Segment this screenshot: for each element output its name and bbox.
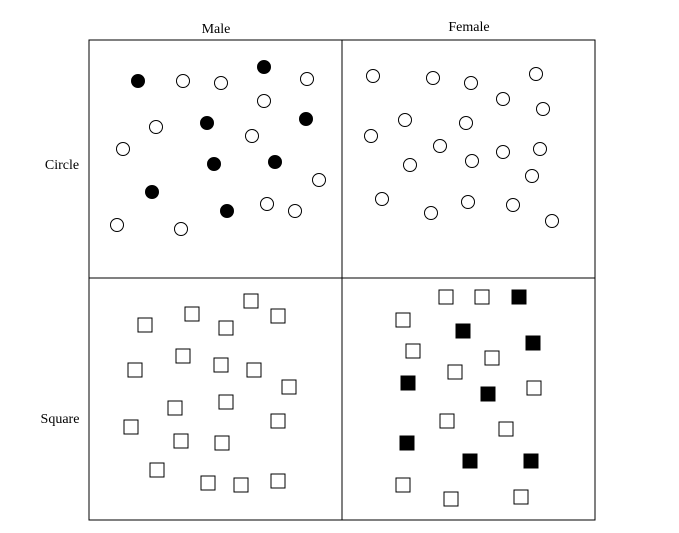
male-circle-empty-circle-7 [116,142,130,156]
female-circle-empty-circle-9 [364,129,378,143]
female-square-empty-square-11 [443,491,459,507]
female-circle-empty-circle-4 [529,67,543,81]
female-circle-empty-circle-8 [459,116,473,130]
male-square-empty-square-18 [200,475,216,491]
male-square-empty-square-8 [127,362,143,378]
male-square-empty-square-5 [218,320,234,336]
female-circle-empty-circle-6 [536,102,550,116]
male-square-empty-square-19 [233,477,249,493]
row-label-square: Square [41,412,80,427]
female-circle-empty-circle-3 [464,76,478,90]
male-square-empty-square-15 [173,433,189,449]
male-circle-filled-circle-8 [220,204,234,218]
male-square-empty-square-1 [137,317,153,333]
column-label-female: Female [448,20,489,35]
female-circle-empty-circle-20 [545,214,559,228]
female-square-empty-square-4 [405,343,421,359]
female-circle-empty-circle-14 [465,154,479,168]
female-circle-empty-circle-13 [403,158,417,172]
male-square-empty-square-16 [214,435,230,451]
male-square-empty-square-4 [270,308,286,324]
female-square-empty-square-10 [395,477,411,493]
male-circle-filled-circle-5 [207,157,221,171]
female-square-filled-square-1 [511,289,527,305]
male-circle-empty-circle-11 [110,218,124,232]
female-square-empty-square-9 [498,421,514,437]
female-circle-empty-circle-17 [424,206,438,220]
female-circle-empty-circle-5 [496,92,510,106]
female-square-filled-square-6 [399,435,415,451]
male-circle-filled-circle-7 [145,185,159,199]
male-circle-filled-circle-4 [299,112,313,126]
male-circle-filled-circle-1 [131,74,145,88]
female-square-filled-square-5 [480,386,496,402]
female-square-empty-square-12 [513,489,529,505]
row-label-circle: Circle [45,158,79,173]
female-square-filled-square-7 [462,453,478,469]
female-square-empty-square-7 [526,380,542,396]
female-circle-empty-circle-18 [461,195,475,209]
male-circle-empty-circle-6 [245,129,259,143]
male-circle-empty-circle-12 [174,222,188,236]
column-label-male: Male [202,22,231,37]
male-square-empty-square-6 [175,348,191,364]
male-square-empty-square-2 [184,306,200,322]
female-circle-empty-circle-10 [433,139,447,153]
male-square-empty-square-10 [281,379,297,395]
female-circle-empty-circle-1 [366,69,380,83]
male-circle-filled-circle-3 [200,116,214,130]
female-square-empty-square-8 [439,413,455,429]
male-circle-empty-circle-3 [300,72,314,86]
female-square-filled-square-3 [525,335,541,351]
female-square-empty-square-3 [395,312,411,328]
female-circle-empty-circle-15 [525,169,539,183]
female-square-empty-square-2 [474,289,490,305]
male-circle-empty-circle-2 [214,76,228,90]
female-circle-empty-circle-2 [426,71,440,85]
male-square-empty-square-17 [149,462,165,478]
male-square-empty-square-3 [243,293,259,309]
female-circle-empty-circle-7 [398,113,412,127]
markers-layer [110,60,559,507]
male-circle-filled-circle-2 [257,60,271,74]
male-circle-empty-circle-1 [176,74,190,88]
male-circle-empty-circle-9 [260,197,274,211]
male-square-empty-square-14 [270,413,286,429]
male-square-empty-square-20 [270,473,286,489]
female-circle-empty-circle-11 [496,145,510,159]
female-square-filled-square-2 [455,323,471,339]
male-circle-empty-circle-8 [312,173,326,187]
female-square-filled-square-4 [400,375,416,391]
male-circle-filled-circle-6 [268,155,282,169]
male-square-empty-square-11 [167,400,183,416]
female-square-empty-square-6 [447,364,463,380]
male-square-empty-square-12 [218,394,234,410]
male-square-empty-square-13 [123,419,139,435]
female-circle-empty-circle-12 [533,142,547,156]
female-square-empty-square-1 [438,289,454,305]
female-square-filled-square-8 [523,453,539,469]
female-square-empty-square-5 [484,350,500,366]
male-square-empty-square-9 [246,362,262,378]
male-circle-empty-circle-5 [149,120,163,134]
male-square-empty-square-7 [213,357,229,373]
male-circle-empty-circle-10 [288,204,302,218]
male-circle-empty-circle-4 [257,94,271,108]
female-circle-empty-circle-19 [506,198,520,212]
female-circle-empty-circle-16 [375,192,389,206]
